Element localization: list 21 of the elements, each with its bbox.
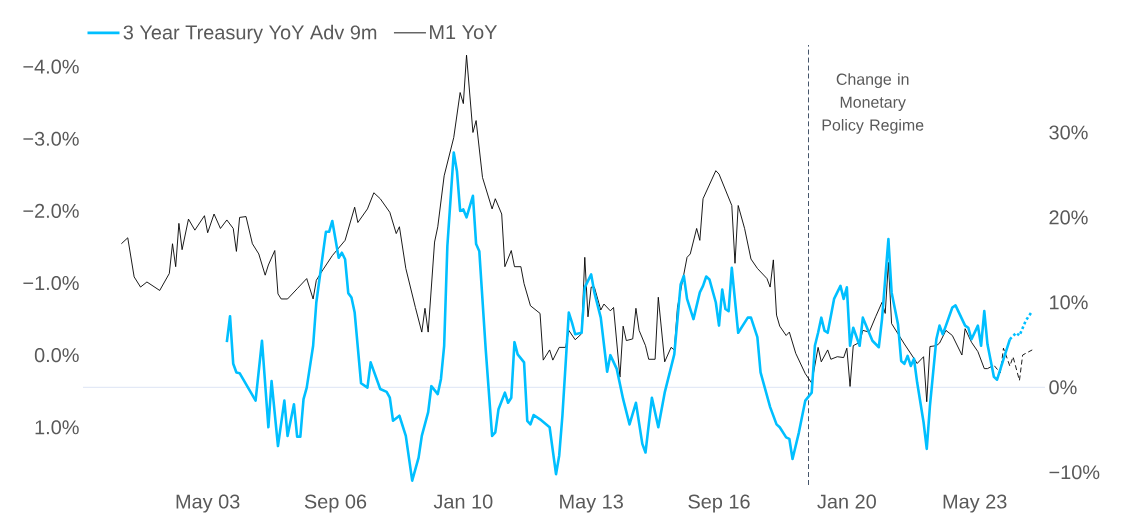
x-tick-label: May 13 bbox=[560, 494, 623, 513]
y-tick-label: −4.0% bbox=[23, 59, 79, 74]
x-tick-label: Sep 16 bbox=[688, 494, 750, 513]
y-tick-label: −2.0% bbox=[23, 203, 79, 218]
y-tick-label: −3.0% bbox=[23, 131, 79, 146]
y-tick-label: 1.0% bbox=[35, 420, 79, 435]
x-tick-label: Jan 20 bbox=[817, 494, 876, 509]
y2-tick-label: 20% bbox=[1049, 210, 1088, 225]
y-tick-label: 0.0% bbox=[34, 348, 79, 363]
y2-tick-label: −10% bbox=[1049, 465, 1100, 480]
x-tick-label: Sep 06 bbox=[304, 494, 367, 513]
y2-tick-label: 10% bbox=[1050, 295, 1088, 310]
x-tick-label: May 03 bbox=[176, 494, 240, 513]
legend-label: M1 YoY bbox=[430, 25, 498, 40]
legend-label: 3 Year Treasury YoY Adv 9m bbox=[123, 24, 377, 44]
y-tick-label: −1.0% bbox=[23, 275, 79, 291]
ref-line-label: Change in Monetary Policy Regime bbox=[822, 73, 924, 134]
x-tick-label: Jan 10 bbox=[433, 494, 493, 509]
x-tick-label: May 23 bbox=[943, 494, 1007, 513]
y2-tick-label: 30% bbox=[1049, 125, 1088, 140]
y2-tick-label: 0% bbox=[1049, 380, 1077, 395]
